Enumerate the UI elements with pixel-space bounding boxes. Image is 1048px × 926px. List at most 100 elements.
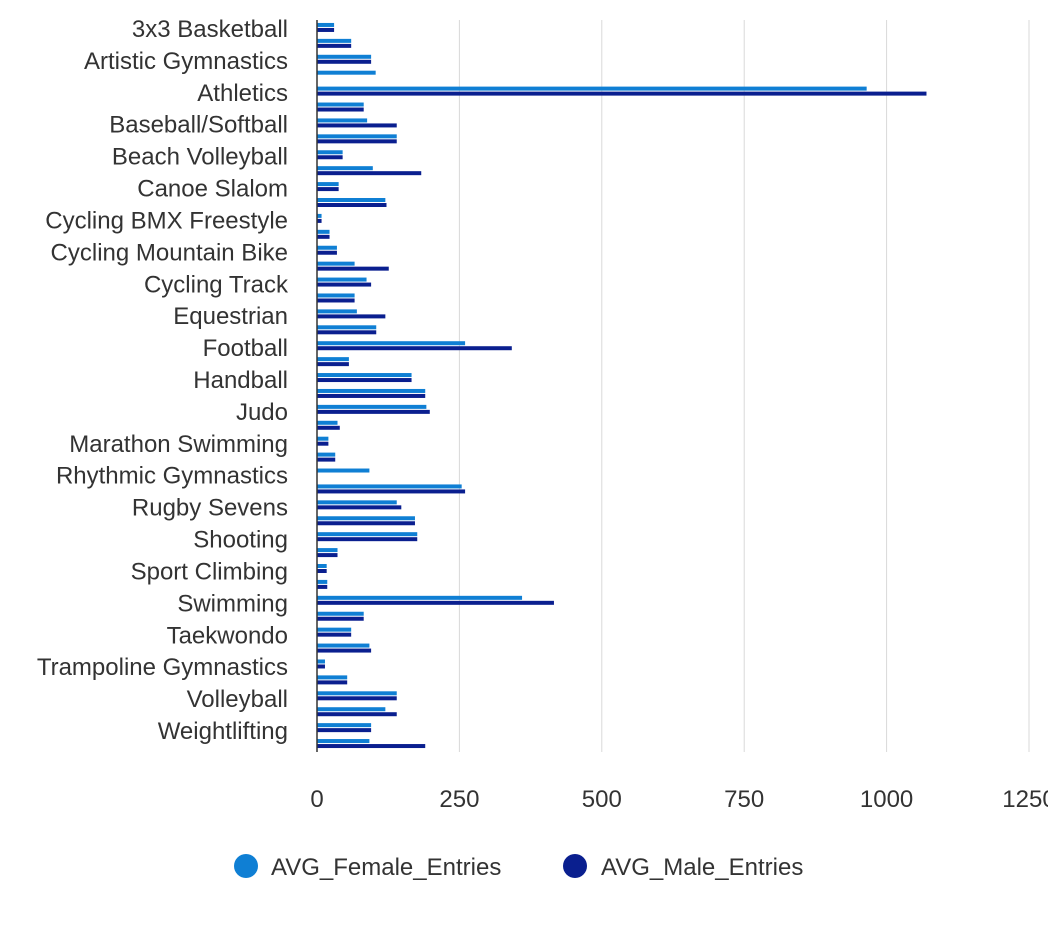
bar-female	[317, 691, 397, 696]
bar-female	[317, 739, 370, 744]
bar-female	[317, 341, 466, 346]
bar-male	[317, 123, 397, 128]
bar-male	[317, 553, 338, 558]
category-label: Football	[203, 335, 288, 362]
legend-label-male: AVG_Male_Entries	[601, 854, 803, 881]
bar-female	[317, 723, 372, 728]
bar-female	[317, 627, 352, 632]
category-label: Trampoline Gymnastics	[37, 654, 288, 681]
bar-female	[317, 118, 368, 123]
bar-female	[317, 579, 328, 584]
category-label: Sport Climbing	[131, 558, 288, 585]
category-label: Marathon Swimming	[69, 431, 288, 458]
bar-female	[317, 484, 462, 489]
x-tick-label: 1000	[860, 786, 913, 813]
bar-male	[317, 537, 418, 542]
category-label: Shooting	[193, 527, 288, 554]
bar-female	[317, 675, 348, 680]
category-label: Weightlifting	[158, 718, 288, 745]
bar-female	[317, 548, 338, 553]
bar-male	[317, 27, 335, 32]
bar-female	[317, 54, 372, 59]
bar-male	[317, 489, 466, 494]
category-label: Athletics	[197, 80, 288, 107]
bar-female	[317, 404, 427, 409]
bar-female	[317, 213, 322, 218]
category-label: Volleyball	[187, 686, 288, 713]
bar-female	[317, 357, 349, 362]
bar-female	[317, 452, 336, 457]
bar-male	[317, 266, 389, 271]
x-tick-label: 1250	[1002, 786, 1048, 813]
bar-male	[317, 187, 339, 192]
bar-female	[317, 198, 386, 202]
bar-female	[317, 86, 867, 91]
bar-male	[317, 728, 372, 733]
bar-female	[317, 38, 352, 43]
bar-male	[317, 409, 430, 414]
bar-male	[317, 696, 397, 701]
bar-female	[317, 388, 426, 393]
bar-female	[317, 22, 335, 27]
x-tick-label: 750	[724, 786, 764, 813]
bar-female	[317, 516, 415, 521]
bar-female	[317, 468, 370, 473]
bar-male	[317, 139, 397, 144]
category-label: Cycling Mountain Bike	[51, 239, 288, 266]
x-tick-label: 500	[582, 786, 622, 813]
bar-female	[317, 420, 338, 425]
bar-male	[317, 330, 377, 335]
bar-male	[317, 59, 372, 64]
bar-male	[317, 250, 337, 255]
bar-female	[317, 261, 355, 266]
bar-female	[317, 245, 337, 250]
bar-male	[317, 584, 328, 589]
bar-female	[317, 564, 327, 568]
category-labels: 3x3 Basketball Artistic Gymnastics Athleti…	[37, 16, 289, 745]
category-label: Judo	[236, 399, 288, 426]
category-label: Beach Volleyball	[112, 144, 288, 171]
bar-male	[317, 155, 343, 160]
bar-female	[317, 707, 386, 712]
bar-male	[317, 505, 402, 510]
bar-female	[317, 102, 364, 107]
bar-female	[317, 166, 373, 171]
bar-female	[317, 532, 418, 537]
legend-swatch-female	[234, 854, 258, 878]
bar-male	[317, 712, 397, 717]
legend-label-female: AVG_Female_Entries	[271, 854, 501, 881]
bar-male	[317, 298, 355, 303]
bar-female	[317, 643, 370, 648]
legend: AVG_Female_Entries AVG_Male_Entries	[234, 854, 803, 881]
x-tick-labels: 0 250 500 750 1000 1250	[310, 786, 1048, 813]
bar-male	[317, 569, 327, 573]
bar-male	[317, 378, 412, 383]
bar-female	[317, 182, 339, 187]
category-label: Cycling Track	[144, 271, 289, 298]
bar-male	[317, 664, 325, 669]
bar-female	[317, 70, 376, 75]
category-label: Swimming	[177, 590, 288, 617]
bar-male	[317, 346, 512, 351]
bar-male	[317, 43, 352, 48]
bar-male	[317, 362, 349, 367]
gridlines	[458, 20, 1030, 752]
category-label: Baseball/Softball	[109, 112, 288, 139]
bar-female	[317, 659, 325, 664]
bar-female	[317, 309, 357, 314]
bar-male	[317, 282, 372, 287]
bar-male	[317, 744, 426, 749]
bar-male	[317, 91, 927, 96]
bar-female	[317, 134, 397, 139]
bar-female	[317, 595, 523, 600]
bar-male	[317, 616, 364, 621]
category-label: Handball	[193, 367, 288, 394]
bar-male	[317, 203, 387, 207]
bar-female	[317, 611, 364, 616]
bar-male	[317, 314, 386, 319]
bar-male	[317, 218, 322, 223]
x-tick-label: 0	[310, 786, 323, 813]
bar-male	[317, 441, 329, 446]
bar-male	[317, 457, 336, 462]
